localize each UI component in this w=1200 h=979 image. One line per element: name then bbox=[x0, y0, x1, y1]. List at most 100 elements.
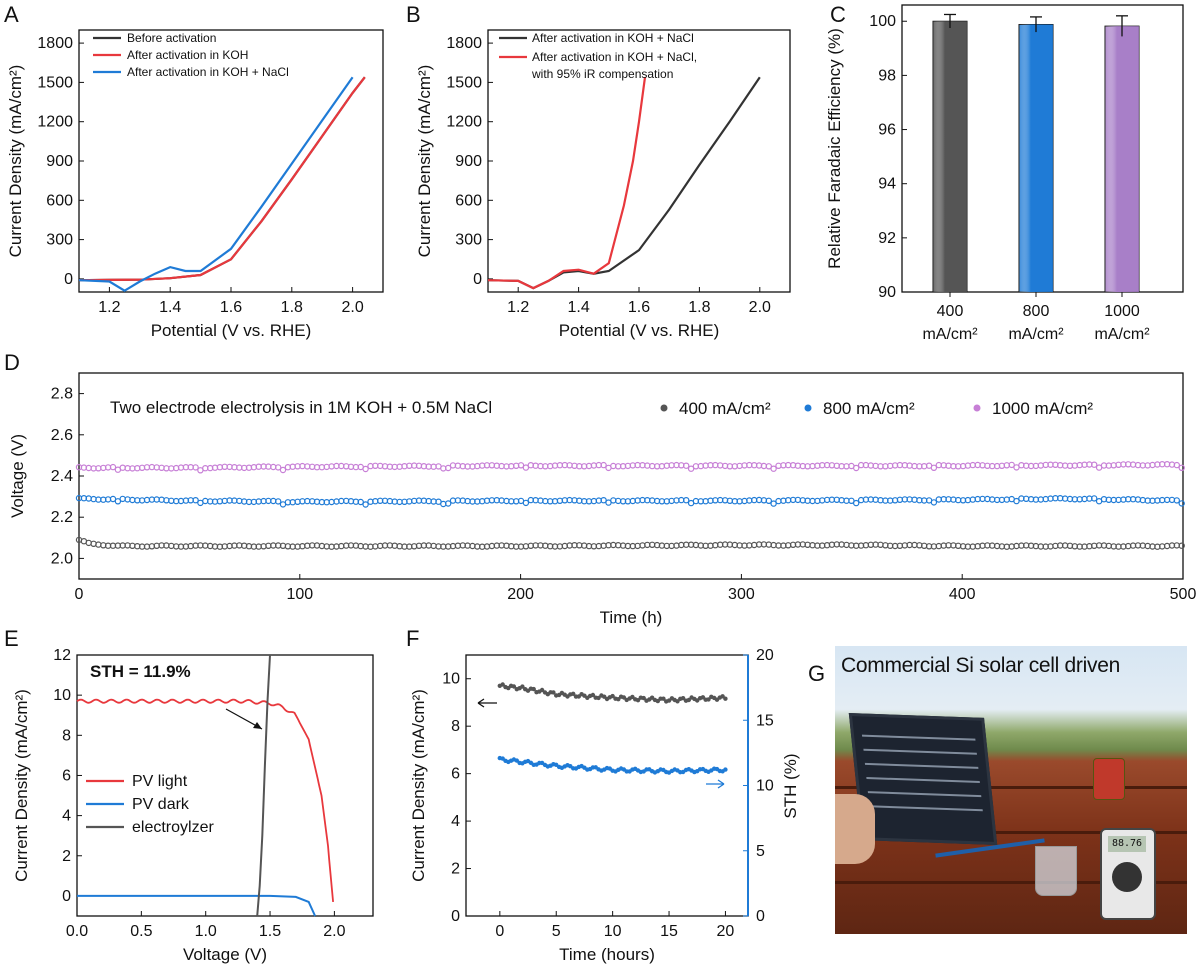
data-point bbox=[600, 497, 607, 504]
y-tick-label: 6 bbox=[451, 766, 460, 783]
x-tick-label: 1.2 bbox=[98, 299, 120, 316]
data-point bbox=[275, 464, 282, 471]
data-point bbox=[445, 500, 452, 507]
data-point bbox=[362, 501, 369, 508]
data-point bbox=[362, 465, 369, 473]
bar-shading bbox=[1105, 26, 1139, 293]
data-point bbox=[500, 682, 505, 687]
bar-shading bbox=[933, 21, 967, 293]
data-point bbox=[1090, 495, 1098, 502]
x-tick-label: mA/cm² bbox=[1094, 326, 1150, 343]
x-tick-label: 800 bbox=[1023, 303, 1050, 320]
x-tick-label: 1.4 bbox=[159, 299, 181, 316]
x-tick-label: 1.8 bbox=[688, 299, 710, 316]
x-tick-label: mA/cm² bbox=[1008, 326, 1064, 343]
bar-shading bbox=[1019, 24, 1053, 293]
y2-axis-label: STH (%) bbox=[781, 753, 800, 818]
legend-marker bbox=[804, 404, 812, 412]
data-point bbox=[445, 464, 452, 472]
x-tick-label: 2.0 bbox=[323, 923, 345, 940]
data-point bbox=[1173, 497, 1181, 504]
x-tick-label: 1.4 bbox=[567, 299, 589, 316]
data-point bbox=[85, 539, 92, 547]
x-tick-label: 10 bbox=[604, 923, 622, 940]
y-tick-label: 600 bbox=[455, 192, 482, 209]
y-tick-label: 100 bbox=[869, 13, 896, 30]
y-tick-label: 2.6 bbox=[51, 427, 73, 444]
y-tick-label: 12 bbox=[53, 647, 71, 664]
x-tick-label: 2.0 bbox=[749, 299, 771, 316]
data-point bbox=[1013, 497, 1020, 505]
x-tick-label: 15 bbox=[660, 923, 678, 940]
data-point bbox=[1178, 464, 1185, 471]
panel-d: D 0 100 200 300 400 500 2.0 2.2 2.4 2.6 2.8 Time (h)… bbox=[4, 350, 1196, 627]
series-line-1 bbox=[76, 698, 334, 902]
y-tick-label: 98 bbox=[878, 67, 896, 84]
x-axis-label: Time (hours) bbox=[559, 945, 655, 964]
panel-b: B 1.2 1.4 1.6 1.8 2.0 0 300 600 900 1200 1500 1800 Po… bbox=[406, 2, 791, 340]
data-point bbox=[522, 499, 530, 507]
y-axis-label: Current Density (mA/cm²) bbox=[415, 65, 434, 258]
panel-f: F 0 5 10 15 20 0 2 4 6 8 10 Time (hours) Current Dens… bbox=[406, 626, 800, 964]
x-axis-label: Time (h) bbox=[600, 608, 663, 627]
y-tick-label: 900 bbox=[46, 153, 73, 170]
data-point bbox=[520, 684, 525, 689]
plot-frame bbox=[465, 654, 749, 917]
y-tick-label: 1200 bbox=[446, 114, 482, 131]
data-point bbox=[1008, 461, 1015, 469]
x-tick-label: 0 bbox=[75, 586, 84, 603]
series-line-1 bbox=[487, 76, 761, 290]
legend-entry: After activation in KOH bbox=[127, 48, 248, 62]
y-tick-label: 10 bbox=[442, 671, 460, 688]
y-tick-label: 2.2 bbox=[51, 509, 73, 526]
chart-title: Two electrode electrolysis in 1M KOH + 0… bbox=[110, 398, 492, 417]
data-point bbox=[765, 497, 773, 504]
y-tick-label: 4 bbox=[451, 813, 460, 830]
data-point bbox=[109, 495, 117, 503]
data-point bbox=[109, 463, 117, 471]
data-point bbox=[853, 499, 860, 507]
x-axis-label: Voltage (V) bbox=[183, 945, 267, 964]
multimeter: 88.76 bbox=[1100, 828, 1156, 920]
data-point bbox=[1173, 461, 1181, 469]
y-tick-label: 4 bbox=[62, 808, 71, 825]
y-tick-label: 94 bbox=[878, 176, 896, 193]
legend-marker bbox=[660, 404, 668, 412]
data-point bbox=[765, 463, 773, 470]
x-tick-label: 20 bbox=[717, 923, 735, 940]
multimeter-reading: 88.76 bbox=[1108, 836, 1146, 852]
y-tick-label: 8 bbox=[62, 727, 71, 744]
x-tick-label: 1.8 bbox=[281, 299, 303, 316]
panel-letter-g: G bbox=[808, 661, 825, 686]
data-point bbox=[600, 461, 607, 469]
y-tick-label: 0 bbox=[62, 888, 71, 905]
y-tick-label: 1500 bbox=[37, 74, 73, 91]
y-axis-label: Relative Faradaic Efficiency (%) bbox=[825, 28, 844, 269]
y-axis-label: Voltage (V) bbox=[8, 434, 27, 518]
data-point bbox=[192, 464, 199, 471]
data-point bbox=[770, 465, 777, 472]
data-point bbox=[723, 696, 728, 701]
x-tick-label: 1.6 bbox=[628, 299, 650, 316]
data-point bbox=[610, 693, 615, 699]
panel-letter-c: C bbox=[830, 2, 846, 27]
data-point bbox=[571, 691, 576, 696]
legend-entry: After activation in KOH + NaCl bbox=[532, 31, 694, 45]
x-tick-label: 400 bbox=[937, 303, 964, 320]
plot-frame bbox=[76, 654, 374, 917]
x-tick-label: 500 bbox=[1170, 586, 1197, 603]
data-point bbox=[930, 464, 938, 471]
y2-tick-label: 15 bbox=[756, 712, 774, 729]
data-point bbox=[279, 466, 287, 474]
y-tick-label: 2.8 bbox=[51, 386, 73, 403]
panel-a: A 1.2 1.4 1.6 1.8 2.0 0 300 600 900 1200 1500 1800 Po… bbox=[4, 2, 384, 340]
y-tick-label: 96 bbox=[878, 122, 896, 139]
photo-caption: Commercial Si solar cell driven bbox=[841, 654, 1120, 677]
data-point bbox=[590, 692, 596, 698]
y-tick-label: 8 bbox=[451, 718, 460, 735]
data-point bbox=[686, 697, 691, 703]
hand bbox=[835, 794, 875, 864]
x-tick-label: 1.2 bbox=[507, 299, 529, 316]
electrolyzer-cell bbox=[1035, 846, 1077, 896]
x-tick-label: 1000 bbox=[1104, 303, 1140, 320]
